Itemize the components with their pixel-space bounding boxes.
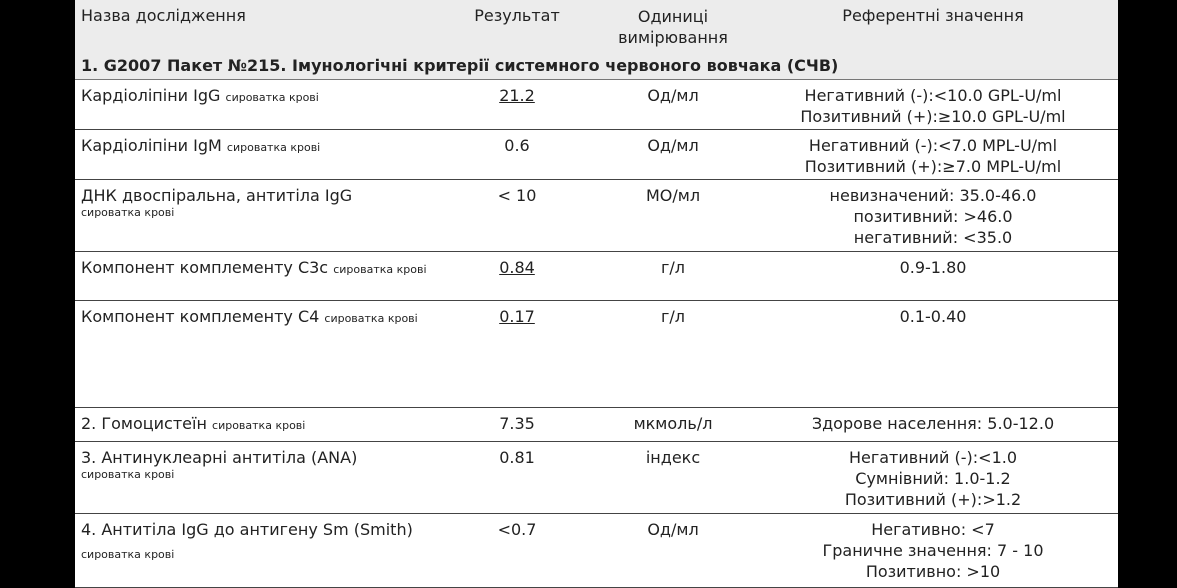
units: г/л — [660, 258, 686, 277]
test-name: Компонент комплементу C4 — [81, 307, 320, 326]
reference-line: Сумнівний: 1.0-1.2 — [855, 469, 1011, 488]
reference-line: Позитивний (+):>1.2 — [844, 490, 1022, 509]
specimen: сироватка крові — [212, 419, 306, 432]
reference-line: Негативний (-):<1.0 — [848, 448, 1018, 467]
test-name: 4. Антитіла IgG до антигену Sm (Smith) — [81, 520, 413, 539]
table-row: Кардіоліпіни IgG сироватка крові 21.2 Од/м… — [75, 80, 1118, 130]
units: Од/мл — [647, 136, 699, 155]
specimen: сироватка крові — [226, 141, 321, 154]
result: 0.6 — [504, 136, 530, 155]
specimen: сироватка крові — [225, 91, 319, 104]
header-cell: Одиниці вимірювання — [618, 7, 728, 47]
units: мкмоль/л — [633, 414, 713, 433]
specimen: сироватка крові — [333, 263, 427, 276]
units: індекс — [645, 448, 701, 467]
result: 0.81 — [499, 448, 535, 467]
table-row: 2. Гомоцистеїн сироватка крові 7.35 мкмоль… — [75, 408, 1118, 442]
specimen: сироватка крові — [81, 206, 175, 219]
result: <0.7 — [497, 520, 537, 539]
section-text: 1. G2007 Пакет №215. Імунологічні критер… — [81, 56, 839, 75]
reference-line: Граничне значення: 7 - 10 — [822, 541, 1044, 560]
table-header: Назва дослідження Результат Одиниці вимі… — [75, 0, 1118, 52]
reference-cell: Негативно: <7 Граничне значення: 7 - 10 По… — [768, 519, 1098, 582]
reference-line: Позитивно: >10 — [865, 562, 1001, 581]
reference-line: 0.9-1.80 — [899, 258, 967, 277]
table-row: Компонент комплементу C3c сироватка кров… — [75, 252, 1118, 301]
reference-cell: невизначений: 35.0-46.0 позитивний: >46.0… — [768, 185, 1098, 248]
reference-line: Негативний (-):<7.0 MPL-U/ml — [808, 136, 1058, 155]
test-name: ДНК двоспіральна, антитіла IgG — [81, 186, 353, 205]
result: 7.35 — [499, 414, 535, 433]
reference-cell: Негативний (-):<1.0 Сумнівний: 1.0-1.2 Поз… — [768, 447, 1098, 510]
test-name: 3. Антинуклеарні антитіла (ANA) — [81, 448, 358, 467]
test-name-cell: Кардіоліпіни IgG сироватка крові — [81, 85, 431, 106]
test-name: Компонент комплементу C3c — [81, 258, 329, 277]
result: 0.17 — [499, 307, 535, 326]
header-cell: Референтні значення — [842, 6, 1024, 25]
test-name-cell: Кардіоліпіни IgM сироватка крові — [81, 135, 431, 156]
reference-cell: Негативний (-):<7.0 MPL-U/ml Позитивний (… — [768, 135, 1098, 177]
reference-line: Позитивний (+):≥7.0 MPL-U/ml — [804, 157, 1062, 176]
header-cell: Результат — [474, 6, 560, 25]
table-row: ДНК двоспіральна, антитіла IgG сироватка… — [75, 180, 1118, 252]
reference-line: позитивний: >46.0 — [853, 207, 1013, 226]
reference-cell: 0.1-0.40 — [768, 306, 1098, 327]
test-name-cell: 3. Антинуклеарні антитіла (ANA) сироватк… — [81, 447, 431, 482]
table-row: Компонент комплементу C4 сироватка крові… — [75, 301, 1118, 408]
report: Назва дослідження Результат Одиниці вимі… — [75, 0, 1118, 588]
units: Од/мл — [647, 520, 699, 539]
reference-line: невизначений: 35.0-46.0 — [829, 186, 1037, 205]
test-name-cell: 2. Гомоцистеїн сироватка крові — [81, 413, 431, 434]
specimen: сироватка крові — [81, 548, 175, 561]
units: Од/мл — [647, 86, 699, 105]
reference-cell: Здорове населення: 5.0-12.0 — [768, 413, 1098, 434]
test-name: Кардіоліпіни IgG — [81, 86, 221, 105]
table-row: Кардіоліпіни IgM сироватка крові 0.6 Од/мл… — [75, 130, 1118, 180]
reference-line: Негативно: <7 — [871, 520, 995, 539]
result: 0.84 — [499, 258, 535, 277]
reference-cell: 0.9-1.80 — [768, 257, 1098, 278]
reference-line: Негативний (-):<10.0 GPL-U/ml — [804, 86, 1062, 105]
specimen: сироватка крові — [81, 468, 175, 481]
reference-line: 0.1-0.40 — [899, 307, 967, 326]
test-name: Кардіоліпіни IgM — [81, 136, 222, 155]
header-cell: Назва дослідження — [81, 6, 246, 25]
units: МО/мл — [645, 186, 701, 205]
reference-line: Здорове населення: 5.0-12.0 — [811, 414, 1055, 433]
reference-line: Позитивний (+):≥10.0 GPL-U/ml — [800, 107, 1066, 126]
reference-line: негативний: <35.0 — [853, 228, 1013, 247]
specimen: сироватка крові — [324, 312, 418, 325]
table-row: 3. Антинуклеарні антитіла (ANA) сироватк… — [75, 442, 1118, 514]
units: г/л — [660, 307, 686, 326]
section-title: 1. G2007 Пакет №215. Імунологічні критер… — [75, 52, 1118, 80]
test-name-cell: Компонент комплементу C3c сироватка кров… — [81, 257, 431, 278]
result: 21.2 — [499, 86, 535, 105]
test-name-cell: Компонент комплементу C4 сироватка крові — [81, 306, 431, 327]
test-name: 2. Гомоцистеїн — [81, 414, 207, 433]
table-row: 4. Антитіла IgG до антигену Sm (Smith) с… — [75, 514, 1118, 588]
result: < 10 — [497, 186, 537, 205]
test-name-cell: ДНК двоспіральна, антитіла IgG сироватка… — [81, 185, 431, 220]
reference-cell: Негативний (-):<10.0 GPL-U/ml Позитивний … — [768, 85, 1098, 127]
test-name-cell: 4. Антитіла IgG до антигену Sm (Smith) с… — [81, 519, 431, 562]
